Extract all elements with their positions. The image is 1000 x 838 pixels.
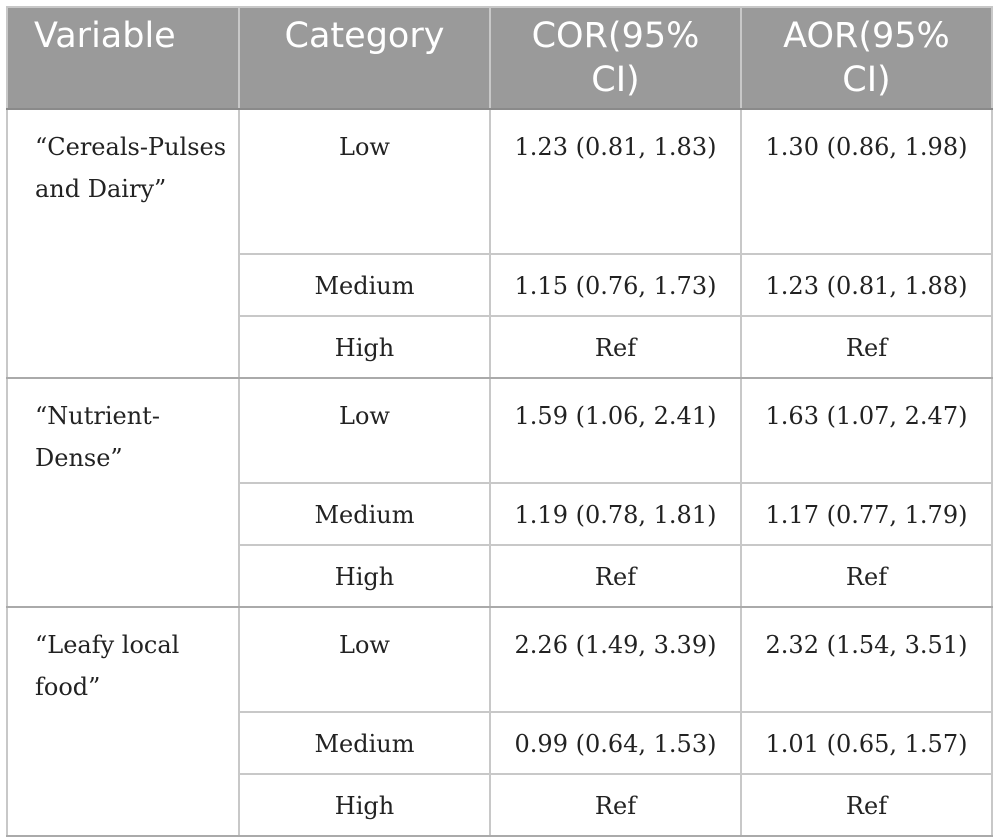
category-cell: Medium bbox=[238, 253, 491, 317]
table-row: Medium 1.19 (0.78, 1.81) 1.17 (0.77, 1.7… bbox=[7, 482, 993, 546]
table-row: Medium 0.99 (0.64, 1.53) 1.01 (0.65, 1.5… bbox=[7, 711, 993, 775]
table-header-row: Variable Category COR(95% CI) AOR(95% CI… bbox=[6, 6, 993, 110]
table-row: High Ref Ref bbox=[7, 773, 993, 837]
cor-cell: 1.59 (1.06, 2.41) bbox=[489, 377, 742, 484]
cor-cell: Ref bbox=[489, 773, 742, 837]
aor-cell: Ref bbox=[740, 315, 993, 379]
table-row: High Ref Ref bbox=[7, 544, 993, 608]
header-cor: COR(95% CI) bbox=[489, 6, 742, 110]
cor-cell: 1.19 (0.78, 1.81) bbox=[489, 482, 742, 546]
cor-cell: 0.99 (0.64, 1.53) bbox=[489, 711, 742, 775]
category-cell: Low bbox=[238, 377, 491, 484]
cor-cell: Ref bbox=[489, 544, 742, 608]
table-row: “Leafy local food” Low 2.26 (1.49, 3.39)… bbox=[6, 606, 993, 837]
table-row: “Cereals-Pulses and Dairy” Low 1.23 (0.8… bbox=[6, 108, 993, 379]
aor-cell: 1.01 (0.65, 1.57) bbox=[740, 711, 993, 775]
category-cell: Medium bbox=[238, 711, 491, 775]
header-aor: AOR(95% CI) bbox=[740, 6, 993, 110]
category-cell: High bbox=[238, 544, 491, 608]
aor-cell: 1.23 (0.81, 1.88) bbox=[740, 253, 993, 317]
table-row: Medium 1.15 (0.76, 1.73) 1.23 (0.81, 1.8… bbox=[7, 253, 993, 317]
cor-cell: 1.23 (0.81, 1.83) bbox=[489, 108, 742, 255]
aor-cell: Ref bbox=[740, 544, 993, 608]
aor-cell: 1.63 (1.07, 2.47) bbox=[740, 377, 993, 484]
cor-cell: 2.26 (1.49, 3.39) bbox=[489, 606, 742, 713]
variable-cell: “Cereals-Pulses and Dairy” bbox=[6, 108, 240, 379]
cor-cell: Ref bbox=[489, 315, 742, 379]
aor-cell: 1.17 (0.77, 1.79) bbox=[740, 482, 993, 546]
aor-cell: Ref bbox=[740, 773, 993, 837]
category-cell: High bbox=[238, 773, 491, 837]
category-cell: Low bbox=[238, 108, 491, 255]
category-cell: Medium bbox=[238, 482, 491, 546]
variable-cell: “Nutrient-Dense” bbox=[6, 377, 240, 608]
aor-cell: 2.32 (1.54, 3.51) bbox=[740, 606, 993, 713]
header-variable: Variable bbox=[6, 6, 240, 110]
odds-ratio-table: Variable Category COR(95% CI) AOR(95% CI… bbox=[6, 6, 993, 837]
category-cell: Low bbox=[238, 606, 491, 713]
cor-cell: 1.15 (0.76, 1.73) bbox=[489, 253, 742, 317]
table-row: High Ref Ref bbox=[7, 315, 993, 379]
variable-cell: “Leafy local food” bbox=[6, 606, 240, 837]
aor-cell: 1.30 (0.86, 1.98) bbox=[740, 108, 993, 255]
header-category: Category bbox=[238, 6, 491, 110]
table-row: “Nutrient-Dense” Low 1.59 (1.06, 2.41) 1… bbox=[6, 377, 993, 608]
category-cell: High bbox=[238, 315, 491, 379]
